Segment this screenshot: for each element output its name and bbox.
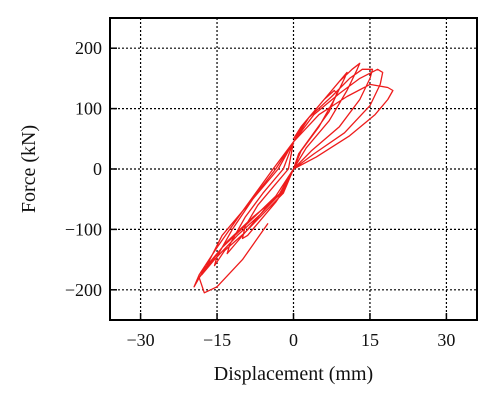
x-tick-label: 15 [361, 330, 379, 350]
x-tick-label: 0 [289, 330, 298, 350]
y-tick-label: −200 [65, 280, 102, 300]
series-line [193, 62, 394, 294]
x-axis-title: Displacement (mm) [214, 363, 373, 385]
y-tick-label: 100 [75, 99, 102, 119]
y-tick-label: −100 [65, 219, 102, 239]
y-tick-label: 200 [75, 38, 102, 58]
data-lines [193, 62, 394, 294]
x-tick-label: 30 [437, 330, 455, 350]
tick-labels: −30 −15 0 15 30 200 100 0 −100 −200 [65, 38, 456, 350]
axis-ticks [110, 47, 448, 320]
x-tick-label: −30 [127, 330, 155, 350]
y-tick-label: 0 [93, 159, 102, 179]
x-tick-label: −15 [203, 330, 231, 350]
y-axis-title: Force (kN) [18, 125, 40, 213]
grid-lines [110, 18, 477, 320]
